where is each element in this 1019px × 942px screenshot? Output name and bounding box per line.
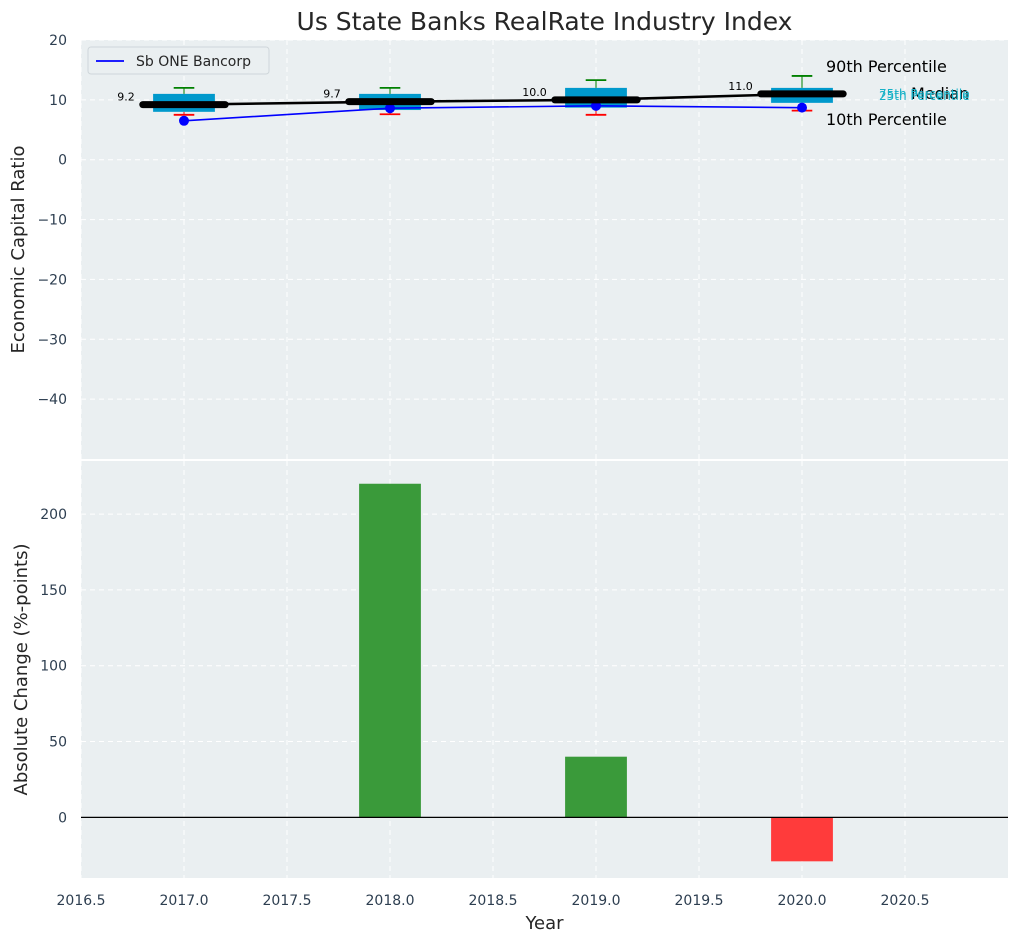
top-y-tick-label: −20	[37, 272, 67, 288]
x-axis-label: Year	[524, 913, 564, 934]
x-tick-label: 2019.5	[675, 893, 724, 909]
top-y-tick-label: −40	[37, 392, 67, 408]
legend: Sb ONE Bancorp	[87, 46, 270, 75]
annotation-90th-percentile: 90th Percentile	[826, 57, 947, 76]
top-y-tick-label: 0	[58, 153, 67, 169]
change-bars	[359, 483, 833, 862]
company-point	[179, 115, 189, 126]
median-label: 9.2	[117, 91, 135, 104]
x-tick-label: 2020.0	[778, 893, 827, 909]
top-y-tick-label: −30	[37, 332, 67, 348]
annotation-median: Median	[911, 84, 969, 103]
bottom-y-axis-label: Absolute Change (%-points)	[11, 544, 32, 796]
median-label: 11.0	[728, 80, 753, 93]
company-line	[183, 105, 803, 122]
legend-frame	[87, 46, 270, 75]
annotation-75th-percentile: 75th Percentile	[879, 87, 970, 101]
top-y-tick-label: 10	[49, 93, 67, 109]
median-label: 10.0	[522, 86, 547, 99]
x-tick-label: 2016.5	[57, 893, 106, 909]
x-tick-label: 2017.0	[160, 893, 209, 909]
top-grid	[80, 39, 1008, 459]
bottom-y-tick-label: 50	[49, 735, 67, 751]
median-line	[183, 92, 803, 106]
annotation-10th-percentile: 10th Percentile	[826, 110, 947, 129]
top-y-tick-label: 20	[49, 33, 67, 49]
x-tick-label: 2018.0	[366, 893, 415, 909]
company-point	[385, 103, 395, 114]
median-series: 9.2 9.7 10.0 11.0	[117, 80, 847, 109]
legend-label: Sb ONE Bancorp	[136, 54, 251, 70]
bar-negative	[771, 817, 833, 862]
top-y-axis-label: Economic Capital Ratio	[8, 146, 29, 354]
bar-positive	[565, 756, 627, 818]
x-tick-label: 2019.0	[572, 893, 621, 909]
bottom-y-tick-label: 200	[40, 507, 67, 523]
bottom-y-tick-label: 0	[58, 810, 67, 826]
x-tick-labels: 2016.5 2017.0 2017.5 2018.0 2018.5 2019.0 2019…	[57, 893, 930, 909]
bottom-panel-background	[81, 461, 1008, 878]
bottom-y-tick-label: 150	[40, 583, 67, 599]
annotation-25th-percentile: 25th Percentile	[879, 89, 970, 103]
x-tick-label: 2020.5	[881, 893, 930, 909]
x-tick-label: 2017.5	[263, 893, 312, 909]
top-y-tick-labels: 20 10 0 −10 −20 −30 −40	[37, 33, 67, 408]
median-label: 9.7	[323, 88, 341, 101]
bottom-y-tick-label: 100	[40, 659, 67, 675]
top-y-tick-label: −10	[37, 213, 67, 229]
top-panel-background	[81, 40, 1008, 459]
x-tick-label: 2018.5	[469, 893, 518, 909]
bottom-y-tick-labels: 200 150 100 50 0	[40, 507, 67, 826]
chart-title: Us State Banks RealRate Industry Index	[297, 7, 793, 36]
company-point	[797, 102, 807, 113]
bar-positive	[359, 483, 421, 818]
